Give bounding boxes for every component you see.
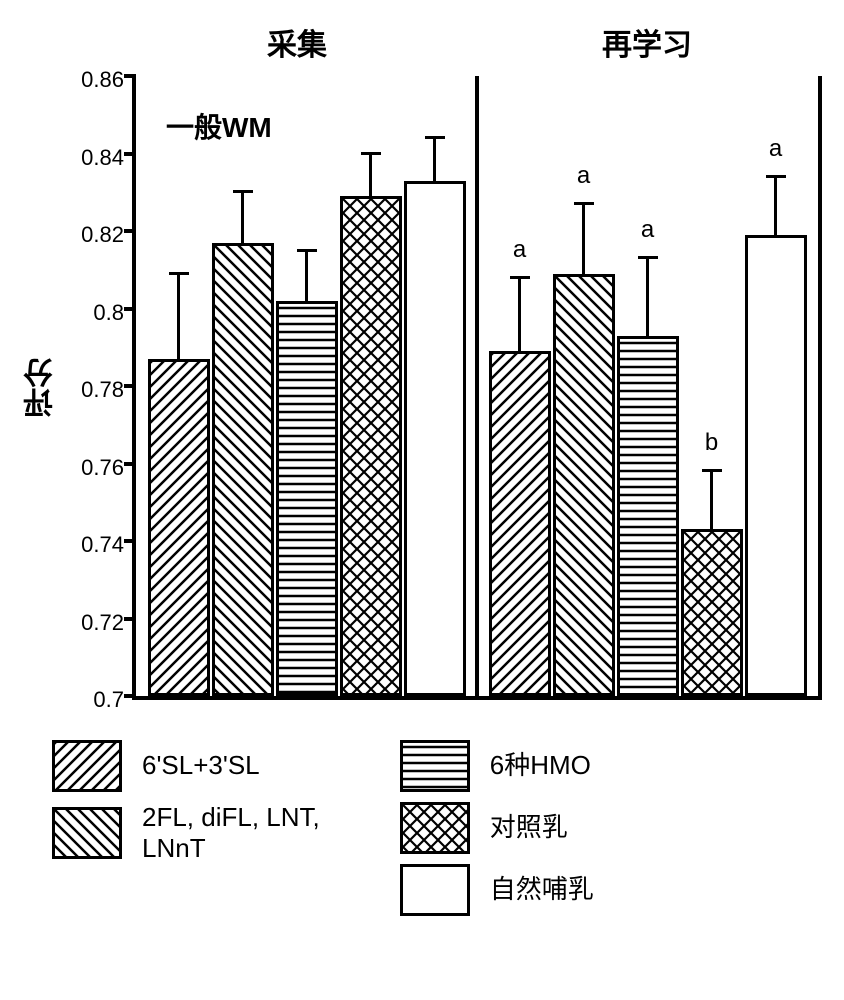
y-tick-mark: [124, 539, 136, 543]
group-title-1: 采集: [122, 20, 472, 64]
legend-label: 对照乳: [490, 812, 568, 843]
bar-slot: [276, 249, 338, 697]
significance-label: a: [769, 137, 782, 161]
legend-swatch: [52, 740, 122, 792]
error-cap: [297, 249, 317, 252]
y-tick-mark: [124, 384, 136, 388]
y-tick-label: 0.86: [81, 67, 124, 93]
error-cap: [766, 175, 786, 178]
bar-slot: b: [681, 469, 743, 696]
error-cap: [510, 276, 530, 279]
error-cap: [233, 190, 253, 193]
y-tick-mark: [124, 617, 136, 621]
bar-slot: [340, 152, 402, 696]
bar: [404, 181, 466, 696]
y-axis-ticks: 0.70.720.740.760.780.80.820.840.86: [62, 76, 132, 700]
bar-group: [136, 76, 477, 696]
group-titles-row: 采集 再学习: [122, 20, 822, 64]
bar: [340, 196, 402, 696]
legend-label: 6种HMO: [490, 750, 591, 781]
y-label-column: 评分: [22, 76, 62, 700]
y-tick-label: 0.74: [81, 532, 124, 558]
bar: [489, 351, 551, 696]
y-tick-mark: [124, 694, 136, 698]
bar-slot: [148, 272, 210, 696]
legend-item: 2FL, diFL, LNT, LNnT: [52, 802, 320, 864]
bar: [148, 359, 210, 696]
y-tick-label: 0.82: [81, 222, 124, 248]
error-bar: [774, 175, 777, 237]
y-tick-mark: [124, 462, 136, 466]
bar: [745, 235, 807, 696]
error-bar: [369, 152, 372, 199]
bar: [681, 529, 743, 696]
legend-item: 对照乳: [400, 802, 594, 854]
bar-slot: [212, 190, 274, 696]
error-cap: [574, 202, 594, 205]
bar: [276, 301, 338, 696]
plot-area: 一般WM aaaba: [132, 76, 822, 700]
bar-slot: a: [553, 202, 615, 696]
legend-swatch: [400, 802, 470, 854]
significance-label: a: [641, 218, 654, 242]
y-tick-mark: [124, 307, 136, 311]
bar: [553, 274, 615, 696]
bar: [212, 243, 274, 696]
y-tick-label: 0.84: [81, 145, 124, 171]
y-tick-label: 0.7: [93, 687, 124, 713]
group-title-2: 再学习: [472, 20, 822, 64]
error-bar: [518, 276, 521, 354]
legend-label: 2FL, diFL, LNT, LNnT: [142, 802, 320, 864]
bar-slot: [404, 136, 466, 696]
legend-column-2: 6种HMO 对照乳自然哺乳: [400, 740, 594, 916]
plot-row: 评分 0.70.720.740.760.780.80.820.840.86 一般…: [22, 76, 822, 700]
legend-swatch: [400, 864, 470, 916]
error-bar: [177, 272, 180, 361]
bar-slot: a: [617, 256, 679, 696]
y-tick-mark: [124, 152, 136, 156]
error-cap: [638, 256, 658, 259]
legend-item: 6种HMO: [400, 740, 594, 792]
chart-container: 采集 再学习 评分 0.7 0.72 0.74 0.76 0.78 0.8 0.82 0.84…: [22, 20, 822, 916]
significance-label: a: [513, 238, 526, 262]
error-cap: [425, 136, 445, 139]
legend-column-1: 6'SL+3'SL 2FL, diFL, LNT, LNnT: [52, 740, 320, 916]
y-tick-mark: [124, 74, 136, 78]
error-cap: [169, 272, 189, 275]
legend-label: 6'SL+3'SL: [142, 750, 260, 781]
legend: 6'SL+3'SL 2FL, diFL, LNT, LNnT 6种HMO 对照乳自然…: [52, 740, 822, 916]
legend-swatch: [400, 740, 470, 792]
error-cap: [361, 152, 381, 155]
significance-label: b: [705, 431, 718, 455]
bar-slot: a: [745, 175, 807, 696]
legend-item: 自然哺乳: [400, 864, 594, 916]
error-bar: [241, 190, 244, 244]
error-bar: [582, 202, 585, 276]
bar-slot: a: [489, 276, 551, 696]
y-tick-label: 0.76: [81, 455, 124, 481]
error-bar: [433, 136, 436, 183]
y-tick-label: 0.8: [93, 300, 124, 326]
error-cap: [702, 469, 722, 472]
y-tick-label: 0.78: [81, 377, 124, 403]
y-axis-label: 评分: [20, 358, 64, 418]
error-bar: [710, 469, 713, 531]
y-tick-mark: [124, 229, 136, 233]
significance-label: a: [577, 164, 590, 188]
error-bar: [646, 256, 649, 337]
y-tick-label: 0.72: [81, 610, 124, 636]
legend-label: 自然哺乳: [490, 874, 594, 905]
error-bar: [305, 249, 308, 303]
legend-item: 6'SL+3'SL: [52, 740, 320, 792]
bar-group: aaaba: [477, 76, 818, 696]
legend-swatch: [52, 807, 122, 859]
bar: [617, 336, 679, 696]
